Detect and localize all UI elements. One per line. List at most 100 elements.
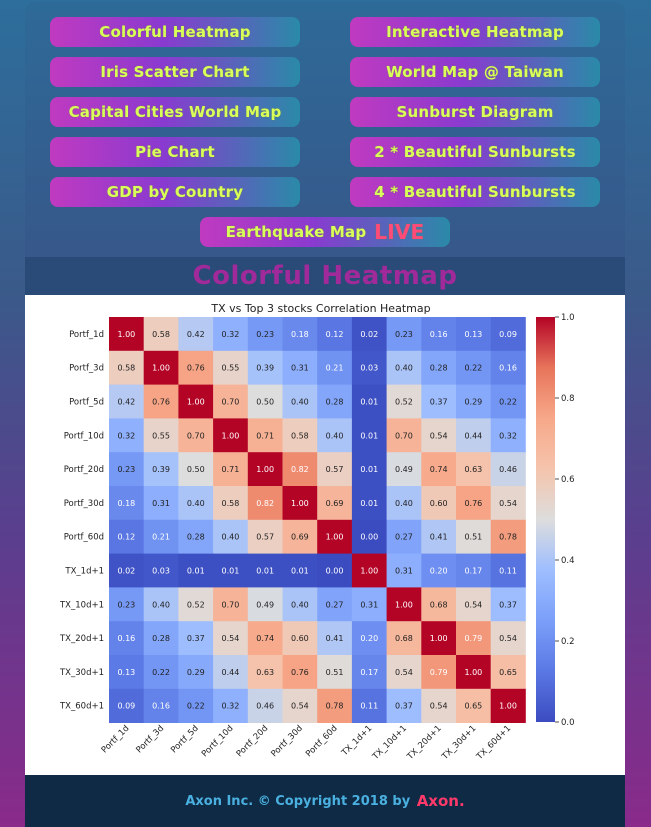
- heatmap-cell: [490, 621, 526, 656]
- nav-pie-chart-button[interactable]: Pie Chart: [50, 137, 300, 167]
- heatmap-cell: [386, 418, 422, 453]
- heatmap-cell: [213, 621, 249, 656]
- heatmap-cell-value: 0.41: [326, 634, 344, 643]
- heatmap-cell-value: 0.79: [464, 634, 482, 643]
- heatmap-cell: [282, 621, 318, 656]
- heatmap-cell-value: 0.58: [291, 431, 309, 440]
- live-badge: LIVE: [374, 220, 425, 244]
- heatmap-cell-value: 0.46: [256, 702, 274, 711]
- nav-earthquake-map-button[interactable]: Earthquake Map LIVE: [200, 217, 450, 247]
- heatmap-cell: [456, 621, 492, 656]
- heatmap-cell: [490, 688, 526, 723]
- heatmap-cell: [143, 486, 179, 521]
- heatmap-cell-value: 0.57: [256, 533, 274, 542]
- heatmap-cell-value: 0.70: [222, 398, 240, 407]
- heatmap-cell-value: 0.32: [222, 702, 240, 711]
- heatmap-cell: [282, 519, 318, 554]
- heatmap-cell-value: 0.23: [117, 600, 135, 609]
- heatmap-cell-value: 0.29: [464, 398, 482, 407]
- heatmap-cell: [421, 655, 457, 690]
- heatmap-cell-value: 0.52: [395, 398, 413, 407]
- heatmap-cell-value: 0.00: [326, 567, 344, 576]
- heatmap-cell-value: 0.71: [256, 431, 274, 440]
- heatmap-cell-value: 1.00: [291, 499, 309, 508]
- heatmap-cell-value: 0.29: [187, 668, 205, 677]
- heatmap-cell: [109, 452, 145, 487]
- heatmap-cell: [213, 418, 249, 453]
- heatmap-cell-value: 0.78: [499, 533, 517, 542]
- heatmap-cell-value: 0.31: [395, 567, 413, 576]
- heatmap-cell-value: 0.32: [117, 431, 135, 440]
- heatmap-cell-value: 0.49: [395, 465, 413, 474]
- heatmap-cell: [282, 418, 318, 453]
- heatmap-cell-value: 0.17: [360, 668, 378, 677]
- row-labels: Portf_1d Portf_3d Portf_5d Portf_10d Portf_2…: [59, 330, 104, 712]
- heatmap-cell: [456, 655, 492, 690]
- heatmap-cell: [317, 384, 353, 419]
- row-label: Portf_5d: [69, 398, 104, 408]
- heatmap-cell-value: 1.00: [256, 465, 274, 474]
- row-label: TX_60d+1: [59, 702, 104, 712]
- nav-gdp-by-country-button[interactable]: GDP by Country: [50, 177, 300, 207]
- colorbar-tick-label: 1.0: [561, 313, 575, 323]
- heatmap-cell: [178, 655, 214, 690]
- heatmap-cell-value: 0.28: [326, 398, 344, 407]
- nav-2-sunbursts-button[interactable]: 2 * Beautiful Sunbursts: [350, 137, 600, 167]
- page-title: Colorful Heatmap: [192, 261, 458, 291]
- heatmap-cell: [421, 519, 457, 554]
- heatmap-cell-value: 0.54: [395, 668, 413, 677]
- colorbar-tick-label: 0.4: [561, 556, 575, 566]
- nav-iris-scatter-button[interactable]: Iris Scatter Chart: [50, 57, 300, 87]
- heatmap-cell-value: 0.51: [326, 668, 344, 677]
- heatmap-cell: [421, 486, 457, 521]
- heatmap-cell-value: 0.54: [430, 702, 448, 711]
- heatmap-cell: [282, 486, 318, 521]
- heatmap-cell: [421, 317, 457, 352]
- heatmap-cell: [490, 519, 526, 554]
- nav-world-map-taiwan-button[interactable]: World Map @ Taiwan: [350, 57, 600, 87]
- heatmap-cell-value: 1.00: [430, 634, 448, 643]
- heatmap-cell: [351, 688, 387, 723]
- nav-sunburst-diagram-button[interactable]: Sunburst Diagram: [350, 97, 600, 127]
- nav-colorful-heatmap-button[interactable]: Colorful Heatmap: [50, 17, 300, 47]
- heatmap-cell: [109, 621, 145, 656]
- heatmap-cell: [421, 621, 457, 656]
- row-label: Portf_20d: [64, 465, 104, 475]
- heatmap-cell: [247, 452, 283, 487]
- column-label: TX_60d+1: [474, 724, 513, 763]
- heatmap-cell-value: 0.79: [430, 668, 448, 677]
- heatmap-cell: [456, 553, 492, 588]
- heatmap-cell: [386, 350, 422, 385]
- heatmap-cell-value: 0.65: [499, 668, 517, 677]
- heatmap-cell: [109, 655, 145, 690]
- heatmap-cell-value: 0.23: [395, 330, 413, 339]
- heatmap-cell: [247, 655, 283, 690]
- heatmap-cell-value: 0.11: [360, 702, 378, 711]
- heatmap-cell: [351, 553, 387, 588]
- heatmap-cell: [143, 317, 179, 352]
- heatmap-cell-value: 0.74: [430, 465, 448, 474]
- heatmap-cell-value: 0.76: [152, 398, 170, 407]
- heatmap-cell-value: 0.54: [464, 600, 482, 609]
- heatmap-cell: [178, 621, 214, 656]
- heatmap-cell: [456, 418, 492, 453]
- heatmap-cell-value: 0.23: [256, 330, 274, 339]
- heatmap-cell: [247, 553, 283, 588]
- heatmap-cell-value: 0.12: [117, 533, 135, 542]
- heatmap-cell: [178, 350, 214, 385]
- nav-interactive-heatmap-button[interactable]: Interactive Heatmap: [350, 17, 600, 47]
- heatmap-cell: [178, 486, 214, 521]
- heatmap-cell-value: 0.55: [152, 431, 170, 440]
- heatmap-cell-value: 0.12: [326, 330, 344, 339]
- heatmap-cell-value: 0.18: [117, 499, 135, 508]
- heatmap-cell: [143, 350, 179, 385]
- heatmap-cell: [247, 384, 283, 419]
- heatmap-cell-value: 0.01: [360, 465, 378, 474]
- heatmap-cell: [351, 384, 387, 419]
- heatmap-cell-value: 0.52: [187, 600, 205, 609]
- heatmap-cell-value: 0.82: [291, 465, 309, 474]
- nav-4-sunbursts-button[interactable]: 4 * Beautiful Sunbursts: [350, 177, 600, 207]
- nav-capital-cities-button[interactable]: Capital Cities World Map: [50, 97, 300, 127]
- heatmap-cell: [317, 486, 353, 521]
- heatmap-cell-value: 0.37: [499, 600, 517, 609]
